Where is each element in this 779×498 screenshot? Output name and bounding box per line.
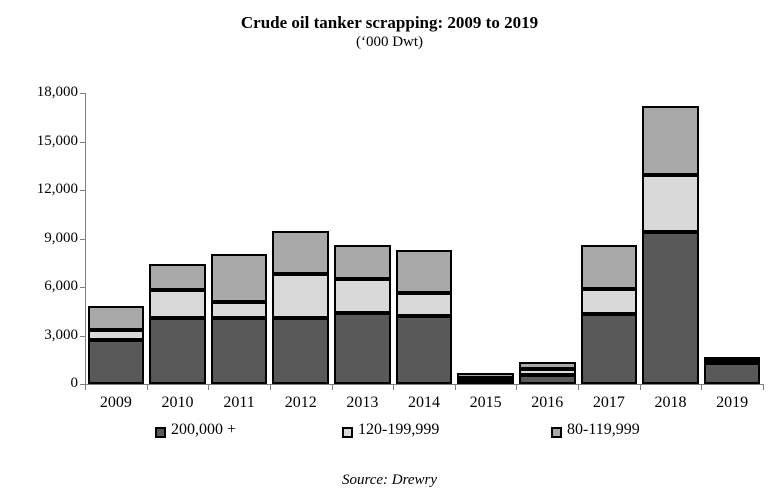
bar-segment-2014-series1 <box>395 293 453 317</box>
y-axis-tick <box>80 335 85 337</box>
bar-segment-2016-series0 <box>518 375 576 384</box>
bar-segment-2018-series1 <box>642 175 699 233</box>
bar-segment-2009-series1 <box>87 329 145 341</box>
y-axis-tick-label: 3,000 <box>44 326 78 343</box>
bar-segment-2011-series0 <box>210 317 268 384</box>
x-axis-label-2010: 2010 <box>161 394 194 411</box>
x-axis-label-2012: 2012 <box>284 394 317 411</box>
bar-segment-2013-series2 <box>334 244 391 279</box>
bar-segment-2012-series0 <box>272 317 330 384</box>
x-axis-tick <box>763 385 764 390</box>
y-axis-tick <box>80 384 85 385</box>
bar-segment-2017-series0 <box>580 314 638 384</box>
y-axis-tick-label: 15,000 <box>36 132 78 149</box>
x-axis-tick <box>85 385 86 390</box>
bar-segment-2016-series2 <box>518 362 576 369</box>
bar-segment-2011-series1 <box>210 301 268 318</box>
y-axis-tick <box>80 190 85 191</box>
chart-title: Crude oil tanker scrapping: 2009 to 2019 <box>240 13 539 32</box>
y-axis-tick-label: 6,000 <box>44 278 78 294</box>
bar-segment-2012-series2 <box>272 231 330 275</box>
x-axis-tick <box>146 385 148 390</box>
legend-label-series1: 120-199,999 <box>358 421 440 438</box>
x-axis-label-2009: 2009 <box>99 394 132 411</box>
legend-marker-series2 <box>551 427 562 438</box>
legend-marker-series0 <box>155 427 166 438</box>
bar-segment-2014-series2 <box>395 249 453 294</box>
bar-segment-2016-series1 <box>518 368 576 376</box>
y-axis-tick <box>80 93 85 94</box>
x-axis-label-2015: 2015 <box>469 394 502 411</box>
y-axis-tick-label: 9,000 <box>44 229 78 246</box>
bar-segment-2013-series0 <box>334 312 391 384</box>
x-axis-label-2019: 2019 <box>716 394 749 411</box>
bar-segment-2015-series2 <box>457 373 514 378</box>
bar-segment-2010-series1 <box>149 290 206 318</box>
bar-segment-2013-series1 <box>334 278 391 313</box>
y-axis-line <box>85 93 86 384</box>
x-axis-label-2013: 2013 <box>346 394 379 411</box>
x-axis-label-2018: 2018 <box>654 394 687 411</box>
bar-segment-2017-series2 <box>580 244 638 290</box>
bar-segment-2019-series0 <box>703 362 761 384</box>
y-axis-tick-label: 12,000 <box>36 181 78 197</box>
legend-marker-series1 <box>342 427 353 438</box>
legend-label-series2: 80-119,999 <box>567 421 640 438</box>
bar-segment-2018-series2 <box>642 105 699 176</box>
x-axis-tick <box>454 385 456 390</box>
bar-segment-2014-series0 <box>395 316 453 384</box>
x-axis-tick <box>208 385 210 390</box>
x-axis-tick <box>639 385 641 390</box>
y-axis-tick <box>80 287 85 288</box>
x-axis-tick <box>393 385 395 390</box>
x-axis-tick <box>331 385 333 390</box>
x-axis-label-2016: 2016 <box>531 394 564 411</box>
chart-subtitle: (‘000 Dwt) <box>355 34 424 50</box>
bar-segment-2009-series2 <box>87 305 145 330</box>
bar-segment-2011-series2 <box>210 253 268 302</box>
x-axis-tick <box>516 385 518 390</box>
bar-segment-2009-series0 <box>87 340 145 384</box>
x-axis-tick <box>578 385 580 390</box>
bar-segment-2017-series1 <box>580 289 638 315</box>
legend-label-series0: 200,000 + <box>171 421 237 438</box>
x-axis-label-2017: 2017 <box>592 394 625 411</box>
bar-segment-2019-series2 <box>703 356 761 361</box>
x-axis-tick <box>701 385 703 390</box>
bar-segment-2010-series2 <box>149 264 206 291</box>
source-note: Source: Drewry <box>341 472 438 488</box>
x-axis-tick <box>269 385 271 390</box>
y-axis-tick-label: 18,000 <box>36 84 78 100</box>
y-axis-tick <box>80 141 85 143</box>
bar-segment-2018-series0 <box>642 232 699 384</box>
x-axis-line <box>85 384 764 385</box>
x-axis-label-2014: 2014 <box>407 394 440 411</box>
x-axis-label-2011: 2011 <box>223 394 255 411</box>
y-axis-tick <box>80 238 85 240</box>
y-axis-tick-label: 0 <box>70 375 79 391</box>
bar-segment-2012-series1 <box>272 274 330 318</box>
bar-segment-2015-series1 <box>457 377 514 382</box>
bar-segment-2010-series0 <box>149 317 206 384</box>
